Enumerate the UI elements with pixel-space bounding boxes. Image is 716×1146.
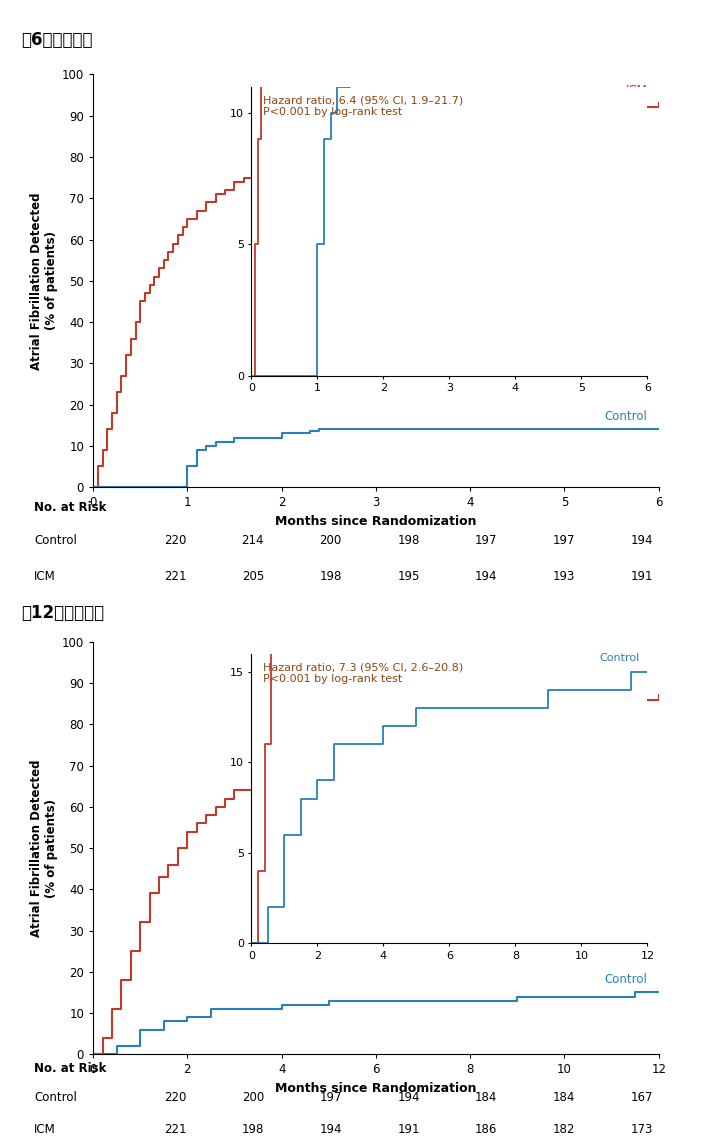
Text: 193: 193 — [553, 571, 575, 583]
Text: 194: 194 — [397, 1091, 420, 1104]
Text: 184: 184 — [475, 1091, 498, 1104]
Text: ICM: ICM — [34, 1123, 56, 1136]
Text: 167: 167 — [631, 1091, 653, 1104]
Text: 197: 197 — [553, 534, 575, 547]
Text: 221: 221 — [164, 571, 186, 583]
Text: 184: 184 — [553, 1091, 575, 1104]
Text: 221: 221 — [164, 1123, 186, 1136]
Text: 182: 182 — [553, 1123, 575, 1136]
Text: 198: 198 — [242, 1123, 264, 1136]
Text: Control: Control — [604, 410, 647, 423]
Text: 198: 198 — [319, 571, 342, 583]
X-axis label: Months since Randomization: Months since Randomization — [275, 1082, 477, 1094]
Text: 197: 197 — [475, 534, 498, 547]
Text: No. at Risk: No. at Risk — [34, 1061, 107, 1075]
Text: 205: 205 — [242, 571, 264, 583]
Text: 173: 173 — [631, 1123, 653, 1136]
Text: Control: Control — [604, 973, 647, 987]
Text: 194: 194 — [631, 534, 653, 547]
Text: Control: Control — [34, 534, 77, 547]
Text: 200: 200 — [242, 1091, 264, 1104]
Text: 220: 220 — [164, 534, 186, 547]
Text: 214: 214 — [241, 534, 264, 547]
Text: 200: 200 — [319, 534, 342, 547]
X-axis label: Months since Randomization: Months since Randomization — [275, 515, 477, 527]
Text: 194: 194 — [475, 571, 498, 583]
Text: No. at Risk: No. at Risk — [34, 501, 107, 515]
Y-axis label: Atrial Fibrillation Detected
(% of patients): Atrial Fibrillation Detected (% of patie… — [29, 193, 57, 369]
Y-axis label: Atrial Fibrillation Detected
(% of patients): Atrial Fibrillation Detected (% of patie… — [29, 760, 57, 936]
Text: 186: 186 — [475, 1123, 498, 1136]
Text: 198: 198 — [397, 534, 420, 547]
Text: 191: 191 — [631, 571, 653, 583]
Text: Control: Control — [34, 1091, 77, 1104]
Text: 191: 191 — [397, 1123, 420, 1136]
Text: ICM: ICM — [34, 571, 56, 583]
Text: 220: 220 — [164, 1091, 186, 1104]
Text: 194: 194 — [319, 1123, 342, 1136]
Text: 〈6ヶ月時点〉: 〈6ヶ月時点〉 — [21, 31, 93, 49]
Text: ICM: ICM — [626, 84, 647, 97]
Text: 〈12ヶ月時点〉: 〈12ヶ月時点〉 — [21, 604, 105, 622]
Text: 195: 195 — [397, 571, 420, 583]
Text: ICM: ICM — [626, 676, 647, 689]
Text: 197: 197 — [319, 1091, 342, 1104]
